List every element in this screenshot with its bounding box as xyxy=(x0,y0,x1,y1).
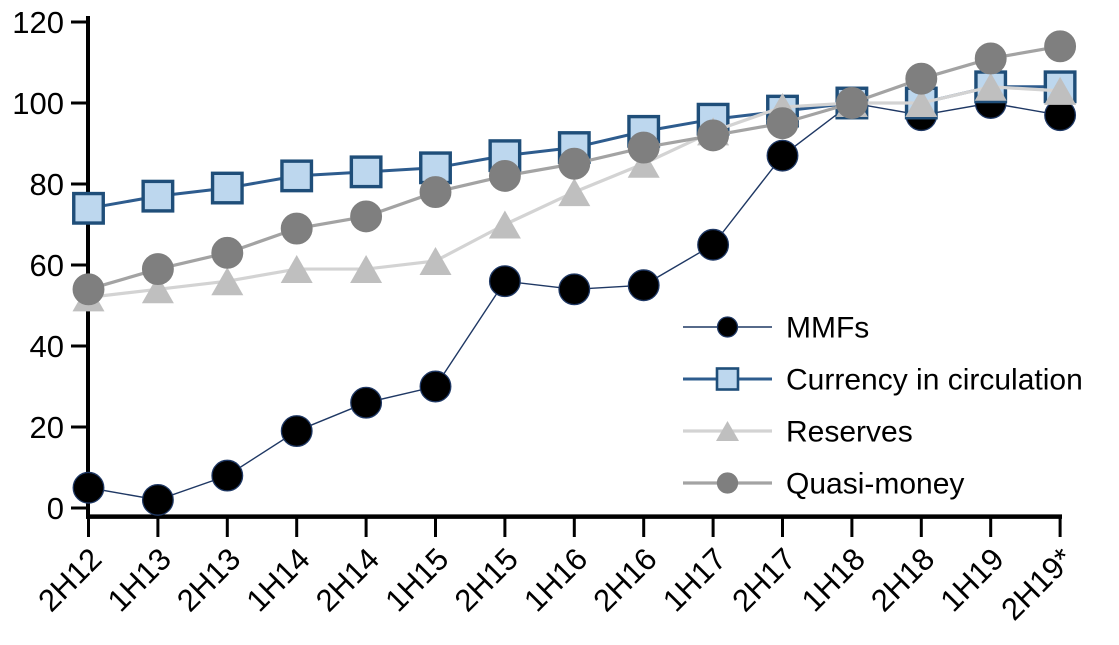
marker-quasi-money-2h14 xyxy=(350,200,383,233)
marker-quasi-money-1h18 xyxy=(835,87,868,119)
x-axis-label: 1H17 xyxy=(656,541,733,618)
marker-quasi-money-2h13 xyxy=(211,236,244,269)
marker-mmfs-2h16 xyxy=(627,269,660,302)
legend-marker-mmfs xyxy=(716,316,739,338)
y-tick-label: 100 xyxy=(12,86,64,121)
x-axis-label: 2H19* xyxy=(994,541,1080,627)
marker-currency-in-circulation-1h14 xyxy=(280,159,314,193)
legend-label-reserves: Reserves xyxy=(786,416,913,449)
x-axis-label: 1H15 xyxy=(378,541,455,618)
marker-mmfs-2h15 xyxy=(488,265,521,298)
legend-item-mmfs: MMFs xyxy=(683,312,869,345)
marker-reserves-1h14 xyxy=(280,255,313,284)
marker-quasi-money-2h16 xyxy=(627,131,660,164)
legend-marker-quasi-money xyxy=(716,472,739,494)
x-axis-label: 2H13 xyxy=(170,541,247,618)
x-axis: 2H121H132H131H142H141H152H151H162H161H17… xyxy=(31,516,1080,627)
y-axis: 0 20 40 60 80 100 120 xyxy=(12,5,87,526)
marker-currency-in-circulation-2h13 xyxy=(210,171,244,205)
x-axis-label: 1H16 xyxy=(517,541,594,618)
series-reserves xyxy=(72,72,1077,312)
y-tick-label: 80 xyxy=(30,167,64,202)
legend: MMFs Currency in circulation Reserves Quasi… xyxy=(683,312,1083,501)
x-axis-label: 2H15 xyxy=(448,541,525,618)
marker-reserves-1h15 xyxy=(419,246,452,275)
marker-reserves-2h14 xyxy=(350,255,383,284)
marker-currency-in-circulation-2h14 xyxy=(349,155,383,189)
x-axis-label: 2H17 xyxy=(725,541,802,618)
legend-label-currency-in-circulation: Currency in circulation xyxy=(786,364,1083,397)
marker-mmfs-1h17 xyxy=(697,228,730,261)
marker-quasi-money-1h14 xyxy=(280,212,313,245)
x-axis-label: 2H16 xyxy=(586,541,663,618)
legend-marker-reserves xyxy=(716,421,739,441)
marker-quasi-money-2h12 xyxy=(72,273,105,306)
marker-mmfs-2h12 xyxy=(72,471,105,504)
marker-mmfs-2h14 xyxy=(350,386,383,419)
x-axis-label: 2H18 xyxy=(864,541,941,618)
marker-quasi-money-1h15 xyxy=(419,176,452,209)
series-quasi-money xyxy=(72,30,1077,306)
y-tick-label: 40 xyxy=(30,329,64,364)
legend-item-quasi-money: Quasi-money xyxy=(683,468,964,501)
marker-quasi-money-1h19 xyxy=(974,42,1007,75)
y-tick-label: 60 xyxy=(30,248,64,283)
marker-reserves-2h18 xyxy=(905,89,938,117)
x-axis-label: 1H13 xyxy=(101,541,178,618)
marker-mmfs-1h16 xyxy=(558,273,591,306)
marker-mmfs-1h15 xyxy=(419,370,452,403)
y-tick-label: 120 xyxy=(12,5,64,40)
legend-marker-currency-in-circulation xyxy=(715,367,740,391)
legend-label-mmfs: MMFs xyxy=(786,312,869,345)
marker-currency-in-circulation-2h12 xyxy=(72,191,105,225)
marker-mmfs-2h13 xyxy=(211,459,244,492)
x-axis-label: 1H18 xyxy=(795,541,872,618)
marker-quasi-money-1h17 xyxy=(697,119,730,152)
marker-reserves-2h15 xyxy=(488,210,521,239)
legend-item-reserves: Reserves xyxy=(683,416,913,449)
marker-reserves-1h13 xyxy=(141,275,174,304)
legend-label-quasi-money: Quasi-money xyxy=(786,468,964,501)
x-axis-label: 1H14 xyxy=(239,541,316,618)
marker-currency-in-circulation-1h13 xyxy=(141,179,175,213)
marker-mmfs-2h17 xyxy=(766,139,799,172)
marker-quasi-money-2h17 xyxy=(766,107,799,140)
marker-reserves-2h19 xyxy=(1044,76,1077,105)
legend-item-currency-in-circulation: Currency in circulation xyxy=(683,364,1083,397)
marker-reserves-2h16 xyxy=(627,149,660,178)
marker-reserves-1h16 xyxy=(558,178,591,207)
y-tick-label: 0 xyxy=(47,491,64,526)
marker-quasi-money-2h15 xyxy=(488,159,521,192)
x-axis-label: 2H12 xyxy=(31,541,108,618)
series-mmfs xyxy=(72,87,1077,516)
x-axis-label: 2H14 xyxy=(309,541,386,618)
marker-mmfs-1h13 xyxy=(141,483,174,516)
marker-mmfs-1h14 xyxy=(280,415,313,448)
marker-quasi-money-1h16 xyxy=(558,147,591,180)
marker-quasi-money-2h19 xyxy=(1044,30,1077,63)
y-tick-label: 20 xyxy=(30,410,64,445)
marker-quasi-money-2h18 xyxy=(905,62,938,95)
marker-reserves-2h13 xyxy=(211,267,244,296)
marker-reserves-1h19 xyxy=(974,72,1007,101)
marker-quasi-money-1h13 xyxy=(141,253,174,285)
